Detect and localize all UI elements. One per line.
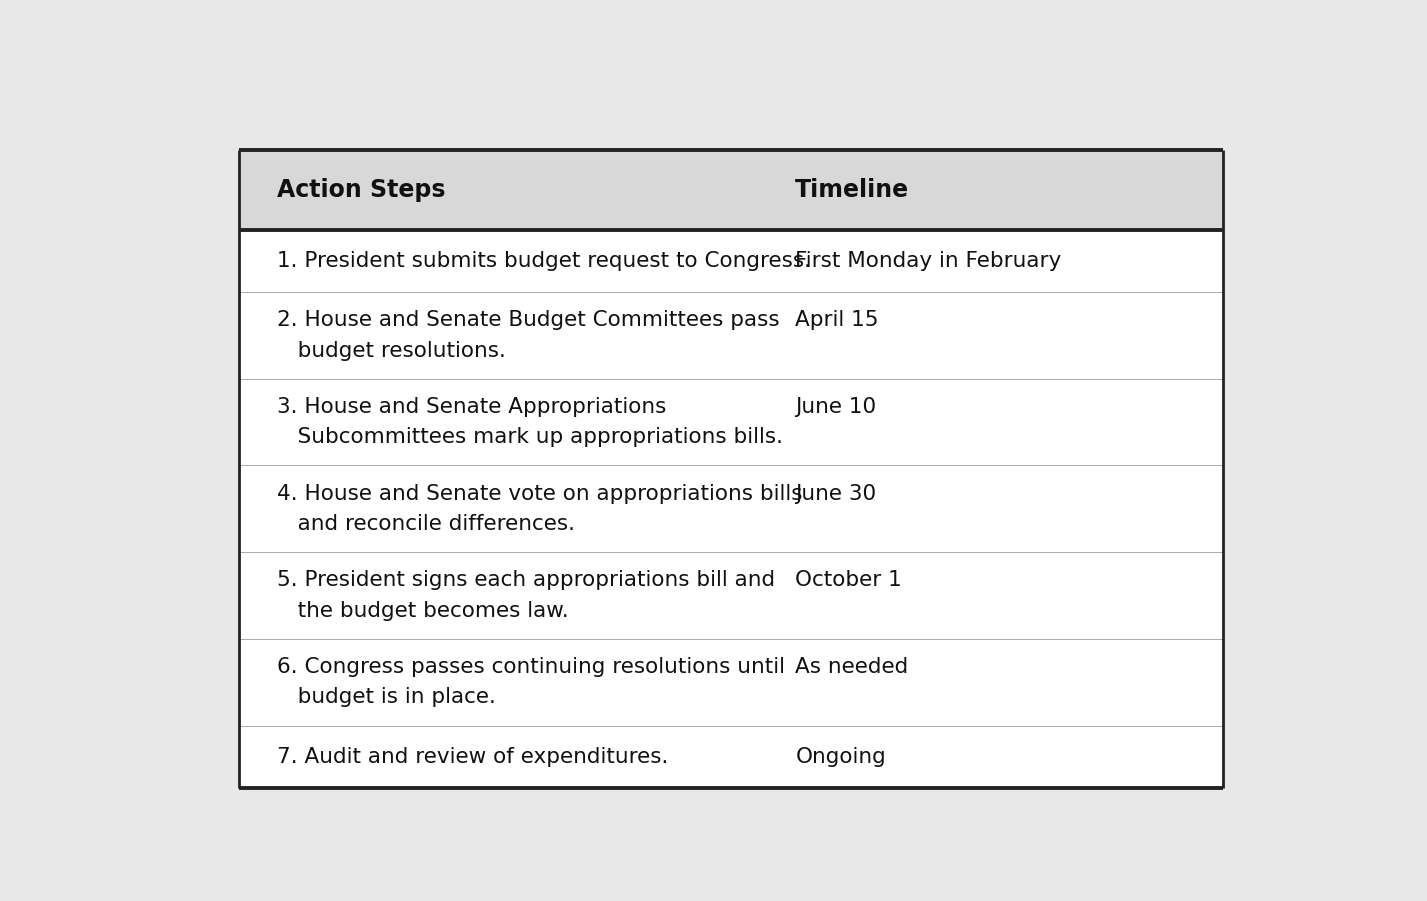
Text: June 30: June 30 <box>795 484 876 504</box>
Text: October 1: October 1 <box>795 570 902 590</box>
Text: budget is in place.: budget is in place. <box>277 687 495 707</box>
Text: April 15: April 15 <box>795 310 879 330</box>
Text: 5. President signs each appropriations bill and: 5. President signs each appropriations b… <box>277 570 775 590</box>
Text: 6. Congress passes continuing resolutions until: 6. Congress passes continuing resolution… <box>277 657 785 677</box>
Text: First Monday in February: First Monday in February <box>795 250 1062 270</box>
Text: Subcommittees mark up appropriations bills.: Subcommittees mark up appropriations bil… <box>277 427 782 447</box>
Text: budget resolutions.: budget resolutions. <box>277 341 505 360</box>
Text: 4. House and Senate vote on appropriations bills: 4. House and Senate vote on appropriatio… <box>277 484 802 504</box>
Text: Timeline: Timeline <box>795 177 909 202</box>
Text: and reconcile differences.: and reconcile differences. <box>277 514 575 534</box>
Bar <box>240 150 1223 788</box>
Text: the budget becomes law.: the budget becomes law. <box>277 601 568 621</box>
Text: 1. President submits budget request to Congress.: 1. President submits budget request to C… <box>277 250 811 270</box>
Bar <box>240 150 1223 230</box>
Text: Ongoing: Ongoing <box>795 747 886 767</box>
Text: 7. Audit and review of expenditures.: 7. Audit and review of expenditures. <box>277 747 668 767</box>
Text: Action Steps: Action Steps <box>277 177 445 202</box>
Text: As needed: As needed <box>795 657 909 677</box>
Text: June 10: June 10 <box>795 396 876 417</box>
Text: 3. House and Senate Appropriations: 3. House and Senate Appropriations <box>277 396 666 417</box>
Text: 2. House and Senate Budget Committees pass: 2. House and Senate Budget Committees pa… <box>277 310 779 330</box>
